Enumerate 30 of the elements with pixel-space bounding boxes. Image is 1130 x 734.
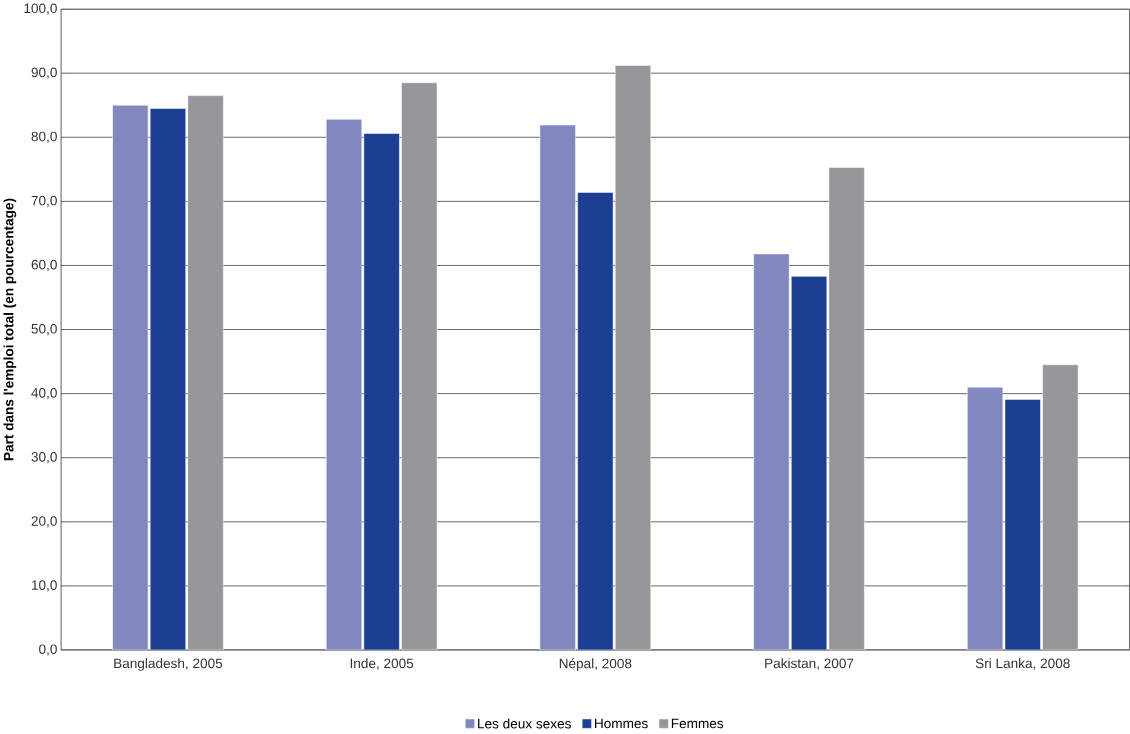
x-tick-label: Bangladesh, 2005 xyxy=(114,658,223,671)
y-tick-label: 0,0 xyxy=(39,644,57,656)
y-tick-label: 70,0 xyxy=(31,195,57,207)
bar xyxy=(967,386,1004,650)
bar xyxy=(577,192,614,650)
y-tick-label: 80,0 xyxy=(31,131,57,143)
x-tick-label: Sri Lanka, 2008 xyxy=(975,658,1070,670)
y-tick-label: 50,0 xyxy=(31,323,57,336)
y-tick-label: 60,0 xyxy=(31,259,57,272)
bar xyxy=(1004,399,1041,650)
x-tick-label: Pakistan, 2007 xyxy=(765,658,854,670)
y-tick-label: 100,0 xyxy=(24,3,57,15)
bar xyxy=(791,276,828,650)
x-tick-label: Inde, 2005 xyxy=(350,658,414,670)
y-tick-label: 90,0 xyxy=(31,67,57,79)
bar xyxy=(112,104,149,650)
y-tick-label: 30,0 xyxy=(31,452,57,464)
bar xyxy=(363,133,400,650)
bar xyxy=(149,108,186,650)
bar xyxy=(539,124,576,650)
legend-label: Les deux sexes xyxy=(478,718,571,729)
legend-label: Femmes xyxy=(671,718,724,729)
x-tick-label: Népal, 2008 xyxy=(559,658,632,671)
y-axis-title: Part dans l'emploi total (en pourcentage) xyxy=(3,198,17,461)
legend-label: Hommes xyxy=(595,718,648,729)
y-tick-label: 40,0 xyxy=(31,387,57,400)
bar xyxy=(753,253,790,650)
bar xyxy=(325,119,363,650)
y-tick-label: 20,0 xyxy=(31,516,57,528)
y-tick-label: 10,0 xyxy=(31,580,57,592)
